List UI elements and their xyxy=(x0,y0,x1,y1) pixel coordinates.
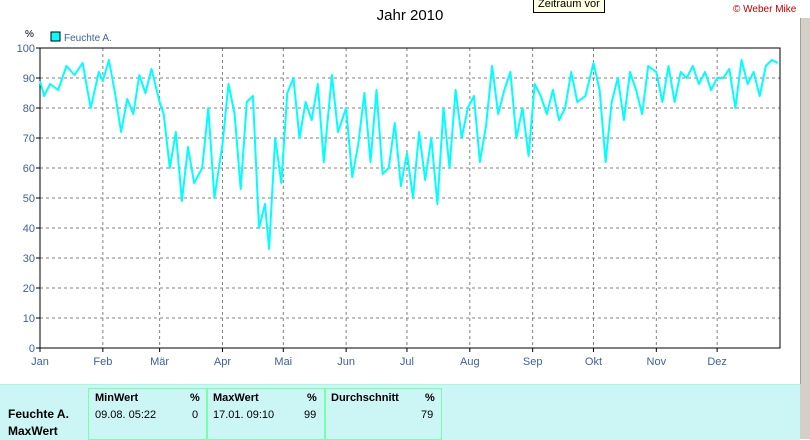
y-tick-label: 50 xyxy=(23,193,35,205)
scrollbar[interactable] xyxy=(800,18,810,384)
x-tick-label: Mär xyxy=(150,356,169,368)
avg-unit: % xyxy=(425,392,435,404)
series-line xyxy=(39,59,779,250)
min-date: 09.08. 05:22 xyxy=(95,409,157,421)
x-tick-label: Feb xyxy=(93,356,112,368)
x-tick-label: Jan xyxy=(31,356,49,368)
chart-title: Jahr 2010 xyxy=(377,7,444,24)
x-tick-label: Aug xyxy=(460,356,480,368)
avg-header: Durchschnitt xyxy=(331,392,399,404)
copyright-label: © Weber Mike xyxy=(733,4,797,15)
max-date: 17.01. 09:10 xyxy=(213,409,275,421)
panel-edge xyxy=(800,384,810,439)
stats-row-label: MaxWert xyxy=(8,424,58,438)
max-value: 99 xyxy=(304,409,317,421)
min-value: 0 xyxy=(192,409,199,421)
y-axis-unit: % xyxy=(25,29,34,40)
legend-label: Feuchte A. xyxy=(64,33,112,44)
legend-swatch xyxy=(50,31,61,42)
y-tick-label: 90 xyxy=(23,73,35,85)
x-tick-label: Mai xyxy=(274,356,292,368)
x-tick-label: Nov xyxy=(647,356,667,368)
stats-series-label: Feuchte A. xyxy=(8,407,69,421)
min-header: MinWert xyxy=(95,392,139,404)
x-tick-label: Apr xyxy=(214,356,231,368)
x-tick-label: Dez xyxy=(707,356,727,368)
avg-box xyxy=(325,388,442,440)
y-tick-label: 0 xyxy=(29,343,35,355)
x-tick-label: Sep xyxy=(523,356,543,368)
max-unit: % xyxy=(307,392,317,404)
x-tick-label: Jul xyxy=(400,356,414,368)
y-tick-label: 100 xyxy=(17,43,35,55)
plot-border xyxy=(39,47,781,349)
min-unit: % xyxy=(190,392,200,404)
x-tick-label: Jun xyxy=(337,356,355,368)
tooltip-zeitraum-vor: Zeitraum vor xyxy=(533,0,605,13)
y-tick-label: 40 xyxy=(23,223,35,235)
y-tick-label: 30 xyxy=(23,253,35,265)
x-tick-label: Okt xyxy=(585,356,602,368)
y-tick-label: 20 xyxy=(23,283,35,295)
y-tick-label: 80 xyxy=(23,103,35,115)
y-tick-label: 60 xyxy=(23,163,35,175)
avg-value: 79 xyxy=(421,409,434,421)
humidity-chart: Jahr 2010% 0 10 20 30 40 50 60 70 80 90 100 Jan Feb Mä… xyxy=(17,7,781,368)
y-tick-label: 70 xyxy=(23,133,35,145)
y-tick-label: 10 xyxy=(23,313,35,325)
max-header: MaxWert xyxy=(213,392,259,404)
